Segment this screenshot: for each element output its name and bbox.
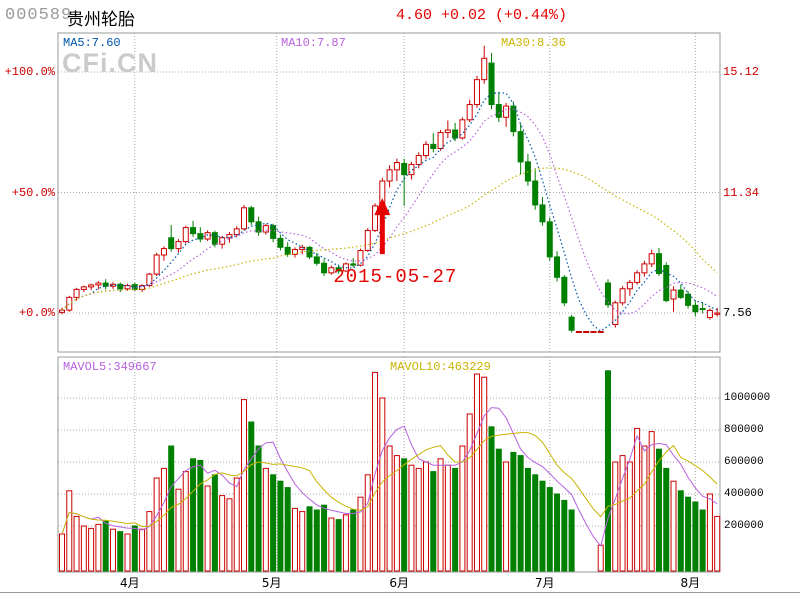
volume-axis-label: 800000: [724, 424, 764, 436]
x-axis-month-label: 7月: [534, 576, 555, 590]
annotation-arrow: [374, 198, 391, 255]
volume-axis-label: 600000: [724, 456, 764, 468]
y-axis-price-label: 11.34: [723, 185, 760, 200]
x-axis-month-label: 4月: [119, 576, 140, 590]
annotation-date: 2015-05-27: [333, 266, 458, 288]
y-axis-percent-label: +0.0%: [18, 306, 55, 320]
x-axis-month-label: 8月: [680, 576, 701, 590]
volume-axis-label: 200000: [724, 520, 764, 532]
stock-name: 贵州轮胎: [67, 10, 135, 30]
legend-mavol5: MAVOL5:349667: [63, 360, 157, 374]
y-axis-price-label: 15.12: [723, 65, 760, 79]
watermark: CFi.CN: [62, 48, 158, 78]
legend-ma5: MA5:7.60: [63, 36, 121, 50]
volume-axis-label: 400000: [724, 488, 764, 500]
legend-mavol10: MAVOL10:463229: [390, 360, 491, 374]
volume-axis-label: 1000000: [724, 392, 771, 404]
stock-quote: 4.60 +0.02 (+0.44%): [396, 7, 568, 24]
y-axis-percent-label: +100.0%: [4, 65, 55, 79]
y-axis-price-label: 7.56: [723, 306, 752, 320]
legend-ma30: MA30:8.36: [501, 36, 566, 50]
legend-ma10: MA10:7.87: [281, 36, 346, 50]
y-axis-percent-label: +50.0%: [11, 185, 55, 200]
stock-code: 000589: [5, 6, 73, 25]
x-axis-month-label: 6月: [389, 576, 409, 590]
x-axis-month-label: 5月: [261, 576, 282, 590]
bottom-divider: [0, 592, 800, 593]
